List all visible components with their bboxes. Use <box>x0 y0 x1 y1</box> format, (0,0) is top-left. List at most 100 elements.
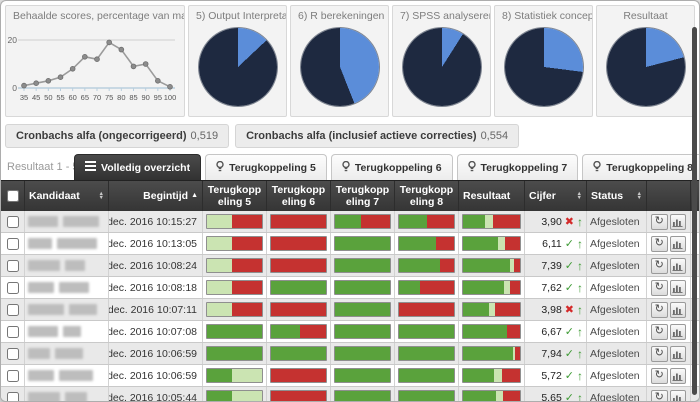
row-chart-button[interactable] <box>669 257 686 274</box>
row-checkbox[interactable] <box>6 281 19 294</box>
row-checkbox[interactable] <box>6 303 19 316</box>
grade-value: 3,98 ✖ ↑ <box>541 303 583 317</box>
grade-cell: 7,94 ✓ ↑ <box>525 343 587 364</box>
feedback-progress-bar <box>270 280 327 295</box>
bar-segment <box>463 325 508 338</box>
sort-icon[interactable]: ▲ ▼ <box>636 190 642 201</box>
row-chart-button[interactable] <box>669 301 686 318</box>
result-progress-bar <box>462 236 521 251</box>
row-checkbox[interactable] <box>6 347 19 360</box>
row-chart-button[interactable] <box>669 213 686 230</box>
sort-icon[interactable]: ▲ ▼ <box>98 190 104 201</box>
score-distribution-line-chart: 20 0 35 45 50 55 60 65 70 75 80 85 90 95 100 <box>6 24 184 116</box>
row-actions-cell: ↻ <box>647 255 691 276</box>
grade-value: 5,65 ✓ ↑ <box>541 391 583 402</box>
column-header-t8: Terugkoppeling 8 <box>395 181 459 211</box>
feedback-bar-cell-t5 <box>203 211 267 232</box>
row-chart-button[interactable] <box>669 323 686 340</box>
sort-asc-icon[interactable]: ▲ <box>191 191 198 199</box>
tab-terugkoppeling-7[interactable]: Terugkoppeling 7 <box>456 154 579 180</box>
bar-segment <box>271 281 326 294</box>
tab-volledig-overzicht[interactable]: Volledig overzicht <box>74 154 202 180</box>
row-actions-cell: ↻ <box>647 343 691 364</box>
feedback-bar-cell-t7 <box>331 211 395 232</box>
status-label: Afgesloten <box>590 347 640 360</box>
arrow-up-icon: ↑ <box>577 346 583 361</box>
sort-icon[interactable]: ▲ ▼ <box>576 190 582 201</box>
stat-value: 0,554 <box>480 130 509 142</box>
svg-text:0: 0 <box>12 83 17 93</box>
tab-terugkoppeling-5[interactable]: Terugkoppeling 5 <box>205 154 327 180</box>
refresh-button[interactable]: ↻ <box>651 367 668 384</box>
grade-value: 6,67 ✓ ↑ <box>541 325 583 339</box>
feedback-progress-bar <box>398 368 455 383</box>
start-time-cell: 16 dec. 2016 10:07:08 <box>109 321 203 342</box>
vertical-scrollbar[interactable] <box>692 27 697 395</box>
bar-segment <box>207 281 232 294</box>
refresh-button[interactable]: ↻ <box>651 257 668 274</box>
start-time-cell: 16 dec. 2016 10:08:18 <box>109 277 203 298</box>
row-checkbox[interactable] <box>6 215 19 228</box>
column-header-cijfer[interactable]: Cijfer ▲ ▼ <box>525 181 587 211</box>
refresh-button[interactable]: ↻ <box>651 389 668 401</box>
refresh-button[interactable]: ↻ <box>651 235 668 252</box>
column-header-label: Status <box>591 189 624 202</box>
grade-number: 5,65 <box>541 391 562 402</box>
column-header-begintijd[interactable]: Begintijd ▲ <box>109 181 203 211</box>
tab-terugkoppeling-6[interactable]: Terugkoppeling 6 <box>330 154 453 180</box>
row-chart-button[interactable] <box>669 367 686 384</box>
check-icon: ✓ <box>564 348 574 360</box>
refresh-button[interactable]: ↻ <box>651 345 668 362</box>
row-chart-button[interactable] <box>669 345 686 362</box>
feedback-bar-cell-t7 <box>331 365 395 386</box>
tab-terugkoppeling-8[interactable]: Terugkoppeling 8 <box>582 154 699 180</box>
row-chart-button[interactable] <box>669 279 686 296</box>
feedback-bar-cell-t5 <box>203 299 267 320</box>
column-header-label: Cijfer <box>529 189 556 202</box>
result-progress-bar <box>462 214 521 229</box>
candidate-cell <box>25 233 109 254</box>
row-checkbox[interactable] <box>6 237 19 250</box>
feedback-progress-bar <box>270 390 327 401</box>
column-header-status[interactable]: Status ▲ ▼ <box>587 181 647 211</box>
feedback-bar-cell-t6 <box>267 233 331 254</box>
feedback-bar-cell-t6 <box>267 387 331 401</box>
start-time-cell: 16 dec. 2016 10:08:24 <box>109 255 203 276</box>
row-chart-button[interactable] <box>669 235 686 252</box>
bar-segment <box>271 369 326 382</box>
row-actions-cell: ↻ <box>647 299 691 320</box>
bar-segment <box>207 369 232 382</box>
bar-segment <box>361 215 390 228</box>
candidate-cell <box>25 211 109 232</box>
row-checkbox[interactable] <box>6 369 19 382</box>
row-checkbox[interactable] <box>6 391 19 401</box>
column-header-actions <box>647 181 691 211</box>
candidate-cell <box>25 387 109 401</box>
bar-segment <box>515 347 520 360</box>
column-header-t5: Terugkoppeling 5 <box>203 181 267 211</box>
row-chart-button[interactable] <box>669 389 686 401</box>
result-bar-cell <box>459 299 525 320</box>
feedback-progress-bar <box>206 236 263 251</box>
status-cell: Afgesloten <box>587 387 647 401</box>
grade-number: 5,72 <box>541 369 562 382</box>
svg-text:45: 45 <box>32 93 40 102</box>
svg-text:65: 65 <box>81 93 89 102</box>
result-progress-bar <box>462 390 521 401</box>
status-label: Afgesloten <box>590 369 640 382</box>
refresh-button[interactable]: ↻ <box>651 213 668 230</box>
column-header-label: Terugkoppeling 8 <box>399 183 454 208</box>
refresh-button[interactable]: ↻ <box>651 323 668 340</box>
result-progress-bar <box>462 302 521 317</box>
column-header-kandidaat[interactable]: Kandidaat ▲ ▼ <box>25 181 109 211</box>
row-checkbox[interactable] <box>6 325 19 338</box>
refresh-button[interactable]: ↻ <box>651 279 668 296</box>
pie-chart <box>198 28 277 106</box>
table-row: 16 dec. 2016 10:13:05 6,11✓↑ Afgesloten ↻ <box>1 233 699 255</box>
refresh-button[interactable]: ↻ <box>651 301 668 318</box>
row-checkbox[interactable] <box>6 259 19 272</box>
table-row: 16 dec. 2016 10:06:59 5,72✓↑ Afgesloten ↻ <box>1 365 699 387</box>
bar-segment <box>335 325 390 338</box>
select-all-checkbox[interactable] <box>6 190 19 202</box>
